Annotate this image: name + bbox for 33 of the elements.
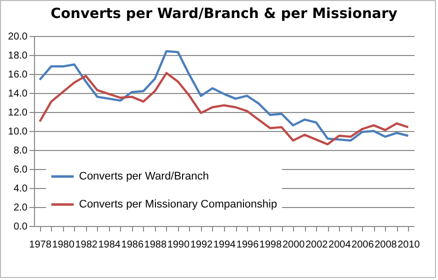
y-tick-label: 8.0 — [14, 146, 28, 156]
x-tick-label: 1980 — [52, 240, 75, 250]
y-tick-label: 14.0 — [8, 88, 28, 100]
x-tick-label: 1982 — [75, 240, 98, 250]
x-tick-label: 1994 — [213, 240, 236, 250]
x-tick-label: 2006 — [352, 240, 374, 250]
y-tick-label: 2.0 — [14, 202, 28, 214]
x-tick-label: 1996 — [236, 240, 260, 250]
y-tick-label: 10.0 — [8, 126, 28, 138]
x-tick-label: 1986 — [121, 240, 144, 250]
y-tick-label: 0.0 — [14, 222, 28, 232]
y-tick-label: 16.0 — [8, 70, 28, 80]
x-tick-label: 2002 — [305, 240, 328, 250]
y-tick-label: 4.0 — [14, 184, 28, 194]
chart-title: Converts per Ward/Branch & per Missionary — [50, 6, 398, 22]
y-tick-label: 20.0 — [8, 32, 28, 42]
y-tick-label: 18.0 — [8, 50, 28, 62]
line-series — [38, 50, 410, 142]
x-tick-label: 1992 — [190, 240, 214, 250]
x-tick-label: 2000 — [282, 240, 306, 250]
x-tick-label: 2008 — [374, 240, 398, 250]
x-tick-label: 1984 — [98, 240, 121, 250]
x-tick-label: 1978 — [29, 240, 52, 250]
legend-label: Converts per Ward/Branch — [79, 170, 209, 182]
x-tick-label: 1988 — [144, 240, 167, 250]
x-tick-label: 2004 — [328, 240, 352, 250]
x-tick-label: 2010 — [398, 240, 420, 250]
x-tick-label: 1990 — [167, 240, 190, 250]
line-series — [38, 72, 410, 146]
x-tick-label: 1998 — [259, 240, 282, 250]
y-tick-label: 6.0 — [14, 164, 28, 176]
y-tick-label: 12.0 — [8, 108, 28, 118]
legend-label: Converts per Missionary Companionship — [79, 198, 278, 210]
